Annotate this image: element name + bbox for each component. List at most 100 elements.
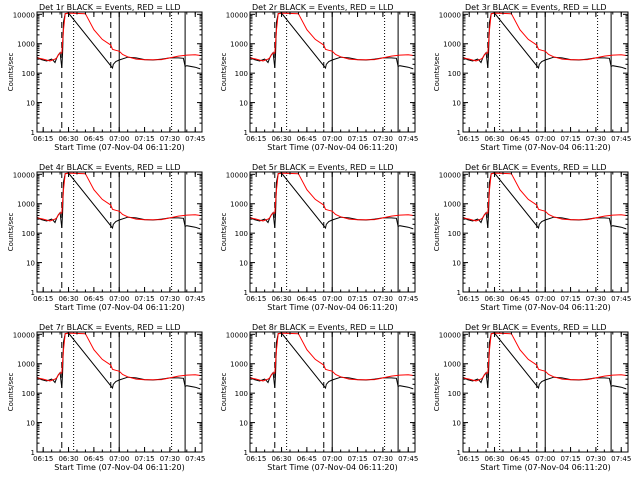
detector-panel-5: Det 5r BLACK = Events, RED = LLD 1 10 100 10…	[220, 163, 418, 312]
x-tick-label: 07:30	[586, 295, 606, 303]
x-tick-label: 06:45	[84, 455, 104, 463]
x-tick-label: 07:45	[398, 135, 418, 143]
y-tick-label: 100	[22, 230, 35, 238]
detector-panel-3: Det 3r BLACK = Events, RED = LLD 1 10 100 10…	[433, 3, 631, 152]
x-tick-label: 06:45	[510, 455, 530, 463]
events-series-line	[250, 172, 414, 230]
lld-series-line	[37, 12, 201, 62]
y-tick-label: 100	[235, 70, 248, 78]
x-tick-label: 07:00	[322, 295, 342, 303]
y-tick-label: 1	[31, 449, 35, 457]
y-tick-label: 1	[244, 449, 248, 457]
x-tick-label: 07:30	[160, 135, 180, 143]
x-tick-label: 06:45	[510, 135, 530, 143]
x-tick-label: 07:15	[560, 135, 580, 143]
y-tick-label: 1000	[443, 361, 461, 369]
lld-series-line	[463, 172, 627, 222]
y-tick-label: 1	[31, 289, 35, 297]
y-axis-label: Counts/sec	[220, 53, 228, 92]
y-tick-label: 1000	[17, 361, 35, 369]
events-series-line	[37, 332, 201, 390]
x-tick-label: 06:30	[484, 455, 504, 463]
y-axis-label: Counts/sec	[7, 213, 15, 252]
events-series-line	[37, 172, 201, 230]
detector-panel-9: Det 9r BLACK = Events, RED = LLD 1 10 100 10…	[433, 323, 631, 472]
x-tick-label: 07:00	[322, 455, 342, 463]
x-tick-label: 07:30	[373, 455, 393, 463]
x-tick-label: 06:30	[58, 295, 78, 303]
x-tick-label: 07:15	[560, 295, 580, 303]
y-tick-label: 1	[457, 449, 461, 457]
lld-series-line	[37, 172, 201, 222]
y-axis-label: Counts/sec	[220, 373, 228, 412]
y-axis-label: Counts/sec	[220, 213, 228, 252]
x-axis-label: Start Time (07-Nov-04 06:11:20)	[480, 143, 610, 152]
x-tick-label: 06:30	[484, 135, 504, 143]
x-tick-label: 07:30	[586, 135, 606, 143]
x-tick-label: 06:15	[33, 455, 53, 463]
y-tick-label: 1000	[230, 361, 248, 369]
y-axis-label: Counts/sec	[433, 373, 441, 412]
x-tick-label: 06:45	[297, 135, 317, 143]
x-tick-label: 07:30	[373, 135, 393, 143]
y-tick-label: 1	[244, 129, 248, 137]
x-tick-label: 06:45	[297, 455, 317, 463]
panel-title: Det 5r BLACK = Events, RED = LLD	[252, 163, 394, 172]
lld-series-line	[250, 172, 414, 222]
x-tick-label: 06:30	[271, 135, 291, 143]
x-tick-label: 07:45	[398, 295, 418, 303]
y-axis-label: Counts/sec	[7, 373, 15, 412]
x-tick-label: 07:15	[347, 295, 367, 303]
x-tick-label: 06:30	[484, 295, 504, 303]
panel-title: Det 1r BLACK = Events, RED = LLD	[39, 3, 181, 12]
detector-panel-4: Det 4r BLACK = Events, RED = LLD 1 10 100 10…	[7, 163, 205, 312]
y-tick-label: 10000	[439, 11, 461, 19]
y-tick-label: 10000	[439, 331, 461, 339]
x-tick-label: 06:15	[33, 295, 53, 303]
x-tick-label: 06:15	[246, 135, 266, 143]
detector-panel-2: Det 2r BLACK = Events, RED = LLD 1 10 100 10…	[220, 3, 418, 152]
x-tick-label: 06:30	[58, 455, 78, 463]
y-tick-label: 100	[235, 230, 248, 238]
panel-title: Det 4r BLACK = Events, RED = LLD	[39, 163, 181, 172]
x-tick-label: 06:45	[84, 295, 104, 303]
x-tick-label: 07:15	[347, 455, 367, 463]
x-axis-label: Start Time (07-Nov-04 06:11:20)	[267, 463, 397, 472]
panel-title: Det 6r BLACK = Events, RED = LLD	[465, 163, 607, 172]
y-tick-label: 10	[452, 420, 461, 428]
x-tick-label: 07:15	[347, 135, 367, 143]
y-axis-label: Counts/sec	[7, 53, 15, 92]
detector-panel-8: Det 8r BLACK = Events, RED = LLD 1 10 100 10…	[220, 323, 418, 472]
x-tick-label: 07:45	[185, 135, 205, 143]
x-tick-label: 07:15	[134, 455, 154, 463]
x-axis-label: Start Time (07-Nov-04 06:11:20)	[267, 303, 397, 312]
x-tick-label: 07:00	[535, 455, 555, 463]
x-tick-label: 06:45	[297, 295, 317, 303]
x-axis-label: Start Time (07-Nov-04 06:11:20)	[480, 463, 610, 472]
events-series-line	[37, 12, 201, 70]
x-tick-label: 06:15	[459, 135, 479, 143]
detector-panel-7: Det 7r BLACK = Events, RED = LLD 1 10 100 10…	[7, 323, 205, 472]
y-tick-label: 10000	[13, 11, 35, 19]
y-tick-label: 10	[26, 100, 35, 108]
events-series-line	[250, 12, 414, 70]
x-tick-label: 06:30	[271, 455, 291, 463]
y-tick-label: 1000	[17, 201, 35, 209]
y-tick-label: 1	[244, 289, 248, 297]
y-tick-label: 100	[448, 70, 461, 78]
y-tick-label: 10	[239, 260, 248, 268]
y-tick-label: 1000	[230, 41, 248, 49]
x-tick-label: 07:30	[160, 295, 180, 303]
y-tick-label: 10	[239, 420, 248, 428]
x-tick-label: 07:45	[398, 455, 418, 463]
events-series-line	[250, 332, 414, 390]
x-axis-label: Start Time (07-Nov-04 06:11:20)	[267, 143, 397, 152]
x-tick-label: 07:45	[611, 135, 631, 143]
x-tick-label: 07:45	[185, 455, 205, 463]
detector-panel-6: Det 6r BLACK = Events, RED = LLD 1 10 100 10…	[433, 163, 631, 312]
y-tick-label: 10	[26, 260, 35, 268]
x-axis-label: Start Time (07-Nov-04 06:11:20)	[54, 303, 184, 312]
x-tick-label: 07:45	[611, 295, 631, 303]
